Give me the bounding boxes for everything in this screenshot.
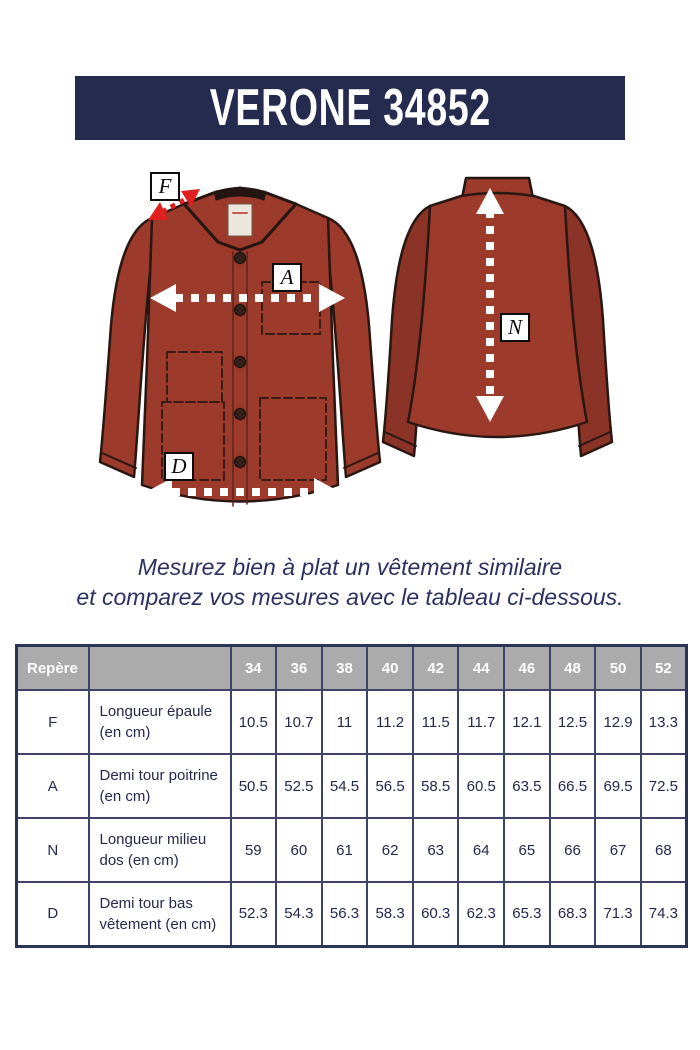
chest-arrow-A (150, 284, 345, 312)
value-cell: 54.3 (275, 881, 323, 947)
value-cell: 10.7 (275, 689, 323, 755)
row-code: A (15, 753, 90, 819)
value-cell: 60.3 (411, 881, 460, 947)
measure-label-N: N (500, 313, 530, 342)
value-cell: 65 (503, 817, 551, 883)
value-cell: 68.3 (548, 881, 597, 947)
instruction-line-2: et comparez vos mesures avec le tableau … (76, 584, 624, 610)
size-column-header: 52 (639, 644, 688, 691)
value-cell: 12.5 (548, 689, 597, 755)
value-cell: 64 (457, 817, 506, 883)
size-table: Repère 34 36 38 40 42 44 46 48 50 52 F Longueur ép… (15, 644, 688, 948)
value-cell: 12.9 (594, 689, 642, 755)
value-cell: 11 (320, 689, 369, 755)
instruction-line-1: Mesurez bien à plat un vêtement similair… (137, 554, 563, 580)
size-column-header: 36 (275, 644, 323, 691)
table-row: A Demi tour poitrine (en cm) 50.5 52.5 54.5 5… (15, 753, 688, 819)
row-label: Demi tour bas vêtement (en cm) (87, 881, 232, 947)
value-cell: 65.3 (503, 881, 551, 947)
value-cell: 62 (366, 817, 414, 883)
value-cell: 56.5 (366, 753, 414, 819)
size-column-header: 38 (320, 644, 369, 691)
size-column-header: 50 (594, 644, 642, 691)
table-row: D Demi tour bas vêtement (en cm) 52.3 54.3 5… (15, 881, 688, 947)
value-cell: 60.5 (457, 753, 506, 819)
value-cell: 12.1 (503, 689, 551, 755)
value-cell: 11.2 (366, 689, 414, 755)
measure-letter: F (158, 174, 172, 198)
size-column-header: 42 (411, 644, 460, 691)
value-cell: 74.3 (639, 881, 688, 947)
table-row: F Longueur épaule (en cm) 10.5 10.7 11 11.2 11… (15, 689, 688, 755)
value-cell: 58.3 (366, 881, 414, 947)
row-code: F (15, 689, 90, 755)
measure-letter: A (280, 265, 294, 289)
jacket-measurement-diagram (98, 176, 614, 507)
value-cell: 61 (320, 817, 369, 883)
row-code: D (15, 881, 90, 947)
corner-header: Repère (15, 644, 90, 691)
value-cell: 67 (594, 817, 642, 883)
measure-letter: N (507, 315, 522, 339)
shoulder-arrow-F (148, 189, 200, 220)
size-column-header: 40 (366, 644, 414, 691)
value-cell: 66 (548, 817, 597, 883)
jacket-front-illustration (98, 186, 382, 507)
value-cell: 68 (639, 817, 688, 883)
value-cell: 71.3 (594, 881, 642, 947)
value-cell: 11.7 (457, 689, 506, 755)
value-cell: 63 (411, 817, 460, 883)
value-cell: 72.5 (639, 753, 688, 819)
measure-letter: D (171, 454, 187, 478)
table-row: N Longueur milieu dos (en cm) 59 60 61 62 63 64… (15, 817, 688, 883)
size-column-header: 44 (457, 644, 506, 691)
value-cell: 58.5 (411, 753, 460, 819)
title-band: VERONE 34852 (75, 76, 625, 140)
size-column-header: 48 (548, 644, 597, 691)
row-label: Demi tour poitrine (en cm) (87, 753, 232, 819)
measure-label-F: F (150, 172, 180, 201)
value-cell: 66.5 (548, 753, 597, 819)
jacket-back-illustration (381, 176, 614, 458)
value-cell: 59 (229, 817, 278, 883)
page-title: VERONE 34852 (209, 79, 491, 137)
value-cell: 50.5 (229, 753, 278, 819)
row-label: Longueur épaule (en cm) (87, 689, 232, 755)
value-cell: 60 (275, 817, 323, 883)
back-length-arrow-N (476, 188, 504, 422)
value-cell: 62.3 (457, 881, 506, 947)
row-code: N (15, 817, 90, 883)
measuring-instruction: Mesurez bien à plat un vêtement similair… (0, 552, 700, 612)
value-cell: 69.5 (594, 753, 642, 819)
measure-label-A: A (272, 263, 302, 292)
description-header (87, 644, 232, 691)
value-cell: 10.5 (229, 689, 278, 755)
size-header-row: Repère 34 36 38 40 42 44 46 48 50 52 (15, 644, 688, 691)
value-cell: 11.5 (411, 689, 460, 755)
size-column-header: 46 (503, 644, 551, 691)
value-cell: 56.3 (320, 881, 369, 947)
table-body: F Longueur épaule (en cm) 10.5 10.7 11 11.2 11… (15, 689, 688, 947)
size-column-header: 34 (229, 644, 278, 691)
collar-brand-tag (227, 203, 253, 237)
value-cell: 52.3 (229, 881, 278, 947)
measure-label-D: D (164, 452, 194, 481)
value-cell: 13.3 (639, 689, 688, 755)
value-cell: 52.5 (275, 753, 323, 819)
hem-arrow-D (146, 478, 340, 506)
value-cell: 63.5 (503, 753, 551, 819)
value-cell: 54.5 (320, 753, 369, 819)
row-label: Longueur milieu dos (en cm) (87, 817, 232, 883)
size-table-container: Repère 34 36 38 40 42 44 46 48 50 52 F Longueur ép… (15, 644, 688, 948)
